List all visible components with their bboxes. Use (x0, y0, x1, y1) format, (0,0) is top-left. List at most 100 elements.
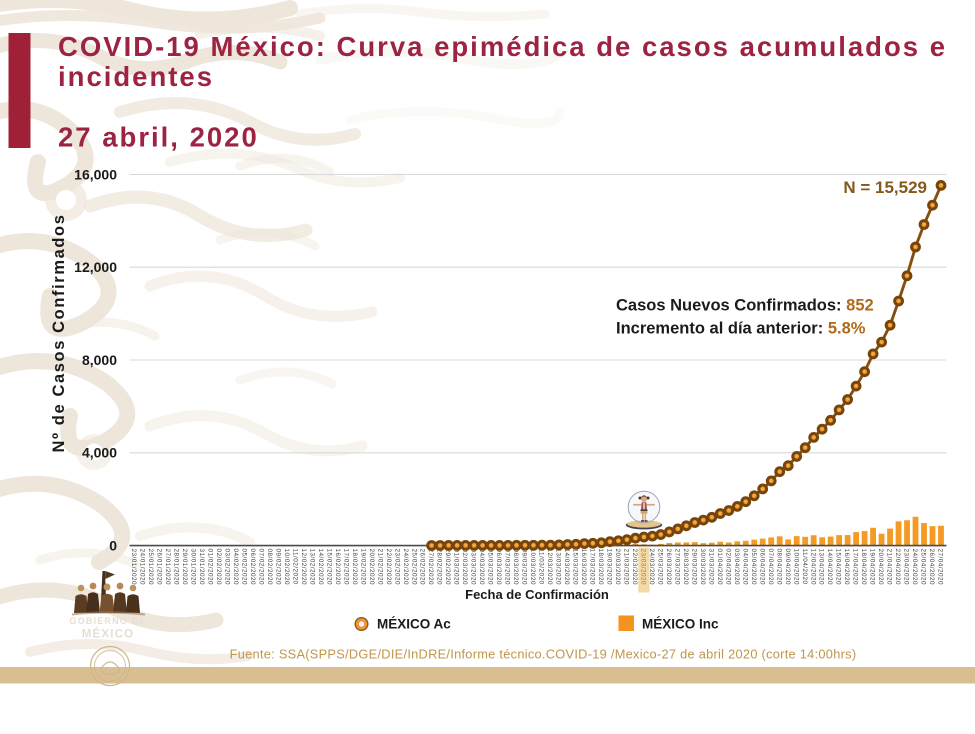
svg-text:15/02/2020: 15/02/2020 (325, 549, 332, 585)
svg-text:01/02/2020: 01/02/2020 (207, 549, 214, 585)
svg-text:16/02/2020: 16/02/2020 (334, 549, 341, 585)
svg-text:22/02/2020: 22/02/2020 (385, 549, 392, 585)
svg-text:19/02/2020: 19/02/2020 (359, 549, 366, 585)
svg-text:14/04/2020: 14/04/2020 (826, 549, 833, 585)
svg-text:24/02/2020: 24/02/2020 (402, 549, 409, 585)
svg-text:13/02/2020: 13/02/2020 (308, 549, 315, 585)
svg-text:07/04/2020: 07/04/2020 (767, 549, 774, 585)
svg-text:05/04/2020: 05/04/2020 (750, 549, 757, 585)
svg-text:31/01/2020: 31/01/2020 (198, 549, 205, 585)
svg-text:04/03/2020: 04/03/2020 (478, 549, 485, 585)
svg-text:14/02/2020: 14/02/2020 (317, 549, 324, 585)
svg-text:06/02/2020: 06/02/2020 (249, 549, 256, 585)
svg-text:14/03/2020: 14/03/2020 (563, 549, 570, 585)
svg-text:18/04/2020: 18/04/2020 (860, 549, 867, 585)
svg-text:30/01/2020: 30/01/2020 (190, 549, 197, 585)
svg-text:27/04/2020: 27/04/2020 (937, 549, 944, 585)
svg-text:07/02/2020: 07/02/2020 (257, 549, 264, 585)
svg-text:Fecha de Confirmación: Fecha de Confirmación (465, 587, 609, 602)
svg-text:10/04/2020: 10/04/2020 (792, 549, 799, 585)
svg-text:01/03/2020: 01/03/2020 (453, 549, 460, 585)
svg-text:18/02/2020: 18/02/2020 (351, 549, 358, 585)
svg-text:05/02/2020: 05/02/2020 (241, 549, 248, 585)
svg-text:N = 15,529: N = 15,529 (843, 178, 927, 197)
svg-text:17/04/2020: 17/04/2020 (852, 549, 859, 585)
svg-text:26/02/2020: 26/02/2020 (419, 549, 426, 585)
svg-text:18/03/2020: 18/03/2020 (597, 549, 604, 585)
svg-text:15/03/2020: 15/03/2020 (572, 549, 579, 585)
svg-text:25/03/2020: 25/03/2020 (656, 549, 663, 585)
svg-text:COVID-19 México: Curva epimédi: COVID-19 México: Curva epimédica de caso… (58, 31, 947, 62)
svg-text:21/04/2020: 21/04/2020 (886, 549, 893, 585)
svg-text:12/03/2020: 12/03/2020 (546, 549, 553, 585)
svg-text:03/04/2020: 03/04/2020 (733, 549, 740, 585)
svg-text:11/03/2020: 11/03/2020 (538, 549, 545, 585)
svg-text:28/01/2020: 28/01/2020 (173, 549, 180, 585)
svg-text:11/02/2020: 11/02/2020 (291, 549, 298, 585)
svg-text:29/03/2020: 29/03/2020 (690, 549, 697, 585)
svg-text:8,000: 8,000 (82, 352, 117, 368)
svg-text:13/03/2020: 13/03/2020 (555, 549, 562, 585)
svg-text:04/04/2020: 04/04/2020 (741, 549, 748, 585)
svg-text:25/01/2020: 25/01/2020 (147, 549, 154, 585)
svg-text:05/03/2020: 05/03/2020 (487, 549, 494, 585)
svg-text:Fuente: SSA(SPPS/DGE/DIE/InDRE: Fuente: SSA(SPPS/DGE/DIE/InDRE/Informe t… (230, 647, 857, 662)
svg-text:06/04/2020: 06/04/2020 (758, 549, 765, 585)
svg-text:24/03/2020: 24/03/2020 (648, 549, 655, 585)
svg-text:26/04/2020: 26/04/2020 (928, 549, 935, 585)
svg-text:23/02/2020: 23/02/2020 (393, 549, 400, 585)
svg-text:12/04/2020: 12/04/2020 (809, 549, 816, 585)
svg-text:13/04/2020: 13/04/2020 (818, 549, 825, 585)
svg-text:03/02/2020: 03/02/2020 (224, 549, 231, 585)
svg-text:22/04/2020: 22/04/2020 (894, 549, 901, 585)
svg-text:20/02/2020: 20/02/2020 (368, 549, 375, 585)
svg-text:09/04/2020: 09/04/2020 (784, 549, 791, 585)
svg-text:28/03/2020: 28/03/2020 (682, 549, 689, 585)
svg-text:02/04/2020: 02/04/2020 (724, 549, 731, 585)
svg-text:Incremento al día anterior: 5.: Incremento al día anterior: 5.8% (616, 320, 866, 338)
svg-text:08/03/2020: 08/03/2020 (512, 549, 519, 585)
svg-text:23/04/2020: 23/04/2020 (903, 549, 910, 585)
svg-text:25/04/2020: 25/04/2020 (920, 549, 927, 585)
svg-text:01/04/2020: 01/04/2020 (716, 549, 723, 585)
svg-text:10/03/2020: 10/03/2020 (529, 549, 536, 585)
svg-text:03/03/2020: 03/03/2020 (470, 549, 477, 585)
svg-text:16/04/2020: 16/04/2020 (843, 549, 850, 585)
svg-text:17/03/2020: 17/03/2020 (589, 549, 596, 585)
svg-text:23/01/2020: 23/01/2020 (130, 549, 137, 585)
svg-text:11/04/2020: 11/04/2020 (801, 549, 808, 585)
svg-text:MÉXICO Inc: MÉXICO Inc (642, 617, 719, 632)
svg-text:26/01/2020: 26/01/2020 (156, 549, 163, 585)
svg-text:MÉXICO Ac: MÉXICO Ac (377, 617, 451, 632)
svg-text:08/04/2020: 08/04/2020 (775, 549, 782, 585)
svg-text:12/02/2020: 12/02/2020 (300, 549, 307, 585)
svg-text:09/02/2020: 09/02/2020 (274, 549, 281, 585)
svg-text:4,000: 4,000 (82, 445, 117, 461)
svg-text:16/03/2020: 16/03/2020 (580, 549, 587, 585)
svg-text:21/03/2020: 21/03/2020 (623, 549, 630, 585)
svg-text:28/02/2020: 28/02/2020 (436, 549, 443, 585)
svg-text:31/03/2020: 31/03/2020 (707, 549, 714, 585)
svg-text:GOBIERNO DE: GOBIERNO DE (69, 616, 146, 626)
svg-text:19/04/2020: 19/04/2020 (869, 549, 876, 585)
svg-text:20/03/2020: 20/03/2020 (614, 549, 621, 585)
svg-text:10/02/2020: 10/02/2020 (283, 549, 290, 585)
svg-text:02/02/2020: 02/02/2020 (215, 549, 222, 585)
svg-text:0: 0 (109, 537, 117, 553)
svg-text:21/02/2020: 21/02/2020 (376, 549, 383, 585)
svg-text:07/03/2020: 07/03/2020 (504, 549, 511, 585)
svg-text:27/03/2020: 27/03/2020 (673, 549, 680, 585)
svg-text:Casos Nuevos Confirmados: 852: Casos Nuevos Confirmados: 852 (616, 297, 874, 315)
svg-text:06/03/2020: 06/03/2020 (495, 549, 502, 585)
svg-text:26/03/2020: 26/03/2020 (665, 549, 672, 585)
svg-text:29/02/2020: 29/02/2020 (444, 549, 451, 585)
svg-text:27/02/2020: 27/02/2020 (427, 549, 434, 585)
svg-text:20/04/2020: 20/04/2020 (877, 549, 884, 585)
svg-text:29/01/2020: 29/01/2020 (181, 549, 188, 585)
svg-text:08/02/2020: 08/02/2020 (266, 549, 273, 585)
svg-text:30/03/2020: 30/03/2020 (699, 549, 706, 585)
svg-text:09/03/2020: 09/03/2020 (521, 549, 528, 585)
svg-text:17/02/2020: 17/02/2020 (342, 549, 349, 585)
svg-text:27/01/2020: 27/01/2020 (164, 549, 171, 585)
svg-text:incidentes: incidentes (58, 61, 214, 92)
